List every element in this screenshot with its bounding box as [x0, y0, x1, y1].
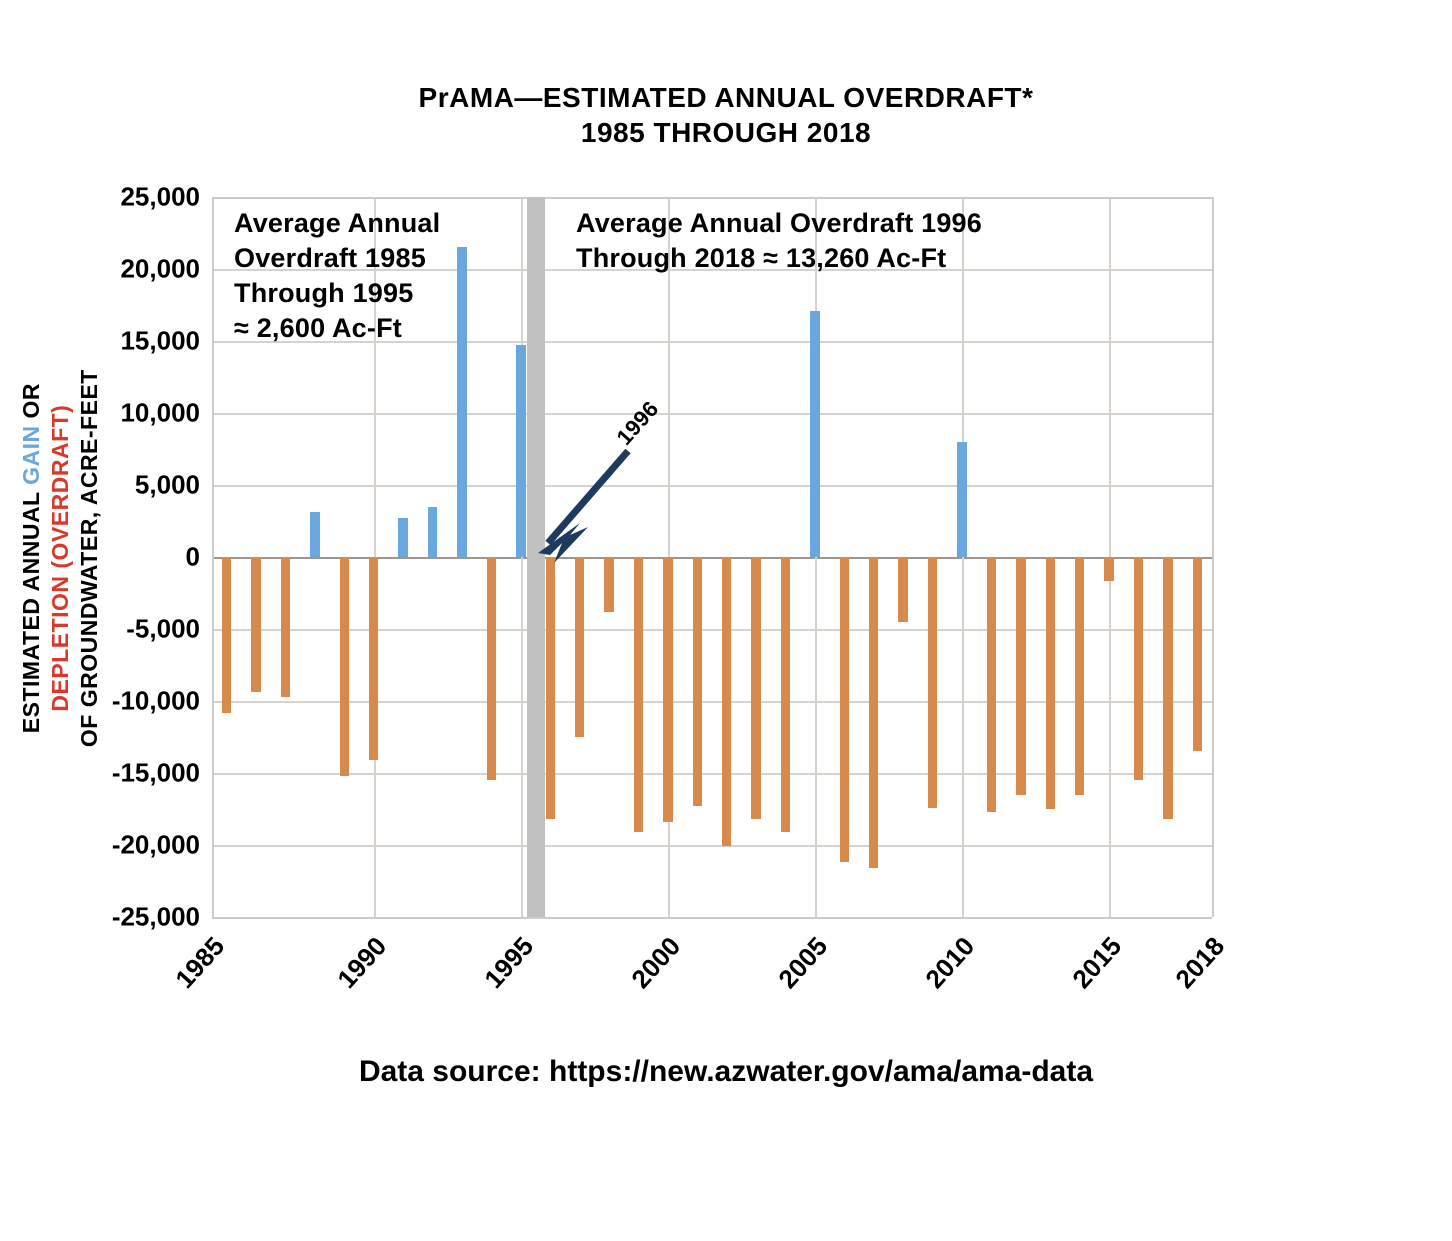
bar — [898, 557, 907, 622]
bar — [1104, 557, 1113, 581]
bar — [663, 557, 672, 822]
gridline-v — [815, 197, 817, 917]
bar — [251, 557, 260, 692]
y-axis-label-line2: DEPLETION (OVERDRAFT) — [46, 358, 75, 758]
x-tick: 1990 — [370, 888, 432, 952]
x-tick: 2010 — [958, 888, 1020, 952]
y-tick: -15,000 — [112, 758, 212, 789]
data-source: Data source: https://new.azwater.gov/ama… — [0, 1055, 1452, 1089]
bar — [957, 442, 966, 557]
bar — [575, 557, 584, 737]
bar — [928, 557, 937, 808]
y-axis-label-line3: OF GROUNDWATER, ACRE-FEET — [74, 358, 103, 758]
bar — [369, 557, 378, 760]
axis-bottom — [212, 917, 1212, 919]
y-tick: 25,000 — [120, 182, 212, 213]
y-tick: 5,000 — [135, 470, 212, 501]
y-tick: -10,000 — [112, 686, 212, 717]
zero-line — [212, 557, 1212, 559]
gridline-v — [962, 197, 964, 917]
x-tick: 2000 — [664, 888, 726, 952]
bar — [340, 557, 349, 776]
bar — [487, 557, 496, 780]
axis-right — [1212, 197, 1214, 917]
gridline-h — [212, 413, 1212, 415]
gridline-h — [212, 845, 1212, 847]
x-tick: 2018 — [1208, 888, 1270, 952]
bar — [428, 507, 437, 557]
chart-title-line2: 1985 THROUGH 2018 — [0, 115, 1452, 150]
x-tick: 1985 — [208, 888, 270, 952]
gridline-h — [212, 701, 1212, 703]
arrow-1996 — [518, 431, 658, 571]
bar — [1193, 557, 1202, 751]
axis-top — [212, 197, 1212, 199]
y-tick: -20,000 — [112, 830, 212, 861]
y-tick: 15,000 — [120, 326, 212, 357]
gridline-h — [212, 485, 1212, 487]
axis-left — [212, 197, 214, 917]
chart-title-line1: PrAMA—ESTIMATED ANNUAL OVERDRAFT* — [0, 80, 1452, 115]
bar — [1046, 557, 1055, 809]
bar — [751, 557, 760, 819]
y-axis-label: ESTIMATED ANNUAL GAIN OR DEPLETION (OVER… — [17, 358, 103, 758]
bar — [840, 557, 849, 862]
annotation-right: Average Annual Overdraft 1996 Through 20… — [576, 206, 982, 276]
bar — [810, 311, 819, 557]
bar — [869, 557, 878, 868]
bar — [1016, 557, 1025, 795]
bar — [634, 557, 643, 832]
gridline-h — [212, 629, 1212, 631]
bar — [457, 247, 466, 557]
bar — [1134, 557, 1143, 780]
bar — [1163, 557, 1172, 819]
y-tick: 0 — [186, 542, 212, 573]
y-tick: 20,000 — [120, 254, 212, 285]
x-tick: 2015 — [1105, 888, 1167, 952]
bar — [987, 557, 996, 812]
bar — [546, 557, 555, 819]
y-tick: -5,000 — [126, 614, 212, 645]
bar — [281, 557, 290, 697]
y-tick: 10,000 — [120, 398, 212, 429]
y-tick: -25,000 — [112, 902, 212, 933]
annotation-left: Average Annual Overdraft 1985 Through 19… — [234, 206, 440, 346]
bar — [398, 518, 407, 557]
bar — [1075, 557, 1084, 795]
bar — [693, 557, 702, 806]
bar — [222, 557, 231, 713]
x-tick: 2005 — [811, 888, 873, 952]
chart-container: PrAMA—ESTIMATED ANNUAL OVERDRAFT* 1985 T… — [0, 0, 1452, 1241]
y-axis-label-line1: ESTIMATED ANNUAL GAIN OR — [17, 358, 46, 758]
bar — [722, 557, 731, 846]
bar — [781, 557, 790, 832]
bar — [310, 512, 319, 557]
chart-title: PrAMA—ESTIMATED ANNUAL OVERDRAFT* 1985 T… — [0, 80, 1452, 150]
gridline-h — [212, 773, 1212, 775]
